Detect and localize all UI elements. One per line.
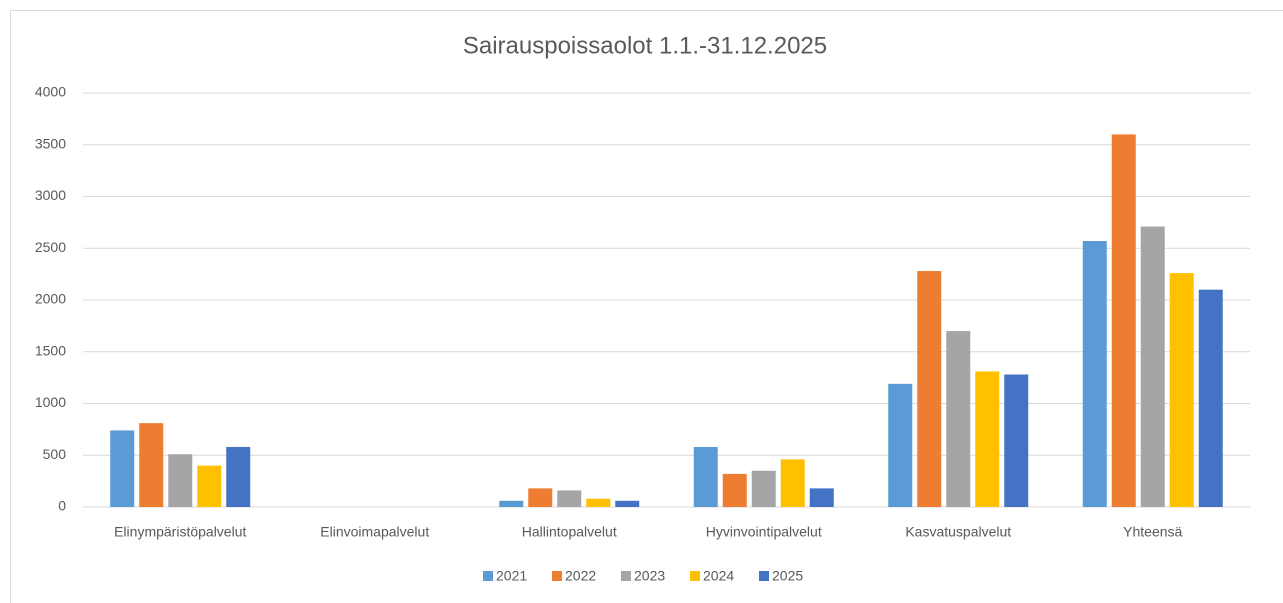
legend-swatch bbox=[483, 571, 493, 581]
legend-swatch bbox=[552, 571, 562, 581]
legend-swatch bbox=[759, 571, 769, 581]
legend-swatch bbox=[690, 571, 700, 581]
chart-frame bbox=[10, 10, 1283, 603]
bar bbox=[499, 500, 524, 507]
y-tick-label: 1500 bbox=[35, 342, 66, 358]
bar bbox=[586, 498, 611, 507]
bar bbox=[809, 488, 834, 507]
legend-swatch bbox=[621, 571, 631, 581]
x-tick-label: Hallintopalvelut bbox=[522, 524, 617, 540]
bar bbox=[1169, 273, 1194, 507]
legend-label: 2024 bbox=[703, 568, 734, 584]
x-tick-label: Elinvoimapalvelut bbox=[320, 524, 429, 540]
x-tick-label: Hyvinvointipalvelut bbox=[706, 524, 822, 540]
bar bbox=[226, 446, 251, 507]
bar bbox=[693, 446, 718, 507]
bar bbox=[722, 473, 747, 507]
y-tick-label: 0 bbox=[58, 498, 66, 514]
bar bbox=[557, 490, 582, 507]
chart-title: Sairauspoissaolot 1.1.-31.12.2025 bbox=[463, 32, 827, 59]
bar bbox=[975, 371, 1000, 507]
bar bbox=[197, 465, 222, 507]
bar bbox=[780, 459, 805, 507]
bar bbox=[139, 423, 164, 507]
bar bbox=[1004, 374, 1029, 507]
bar bbox=[917, 271, 942, 507]
bar bbox=[751, 470, 776, 507]
bar bbox=[1111, 134, 1136, 507]
y-tick-label: 2000 bbox=[35, 291, 66, 307]
x-tick-label: Kasvatuspalvelut bbox=[905, 524, 1011, 540]
y-tick-label: 1000 bbox=[35, 394, 66, 410]
y-tick-label: 3000 bbox=[35, 187, 66, 203]
bar bbox=[946, 331, 971, 507]
legend-label: 2023 bbox=[634, 568, 665, 584]
y-tick-label: 3500 bbox=[35, 135, 66, 151]
legend-label: 2025 bbox=[772, 568, 803, 584]
bar bbox=[888, 383, 913, 507]
y-tick-label: 500 bbox=[43, 446, 67, 462]
y-tick-label: 4000 bbox=[35, 84, 66, 100]
bar bbox=[1082, 241, 1107, 507]
legend-label: 2022 bbox=[565, 568, 596, 584]
x-tick-label: Elinympäristöpalvelut bbox=[114, 524, 246, 540]
bar bbox=[110, 430, 135, 507]
bar bbox=[528, 488, 553, 507]
x-tick-label: Yhteensä bbox=[1123, 524, 1182, 540]
bar bbox=[1198, 289, 1223, 507]
bar bbox=[168, 454, 193, 507]
bar bbox=[615, 500, 640, 507]
y-tick-label: 2500 bbox=[35, 239, 66, 255]
legend-label: 2021 bbox=[496, 568, 527, 584]
bar bbox=[1140, 226, 1165, 507]
